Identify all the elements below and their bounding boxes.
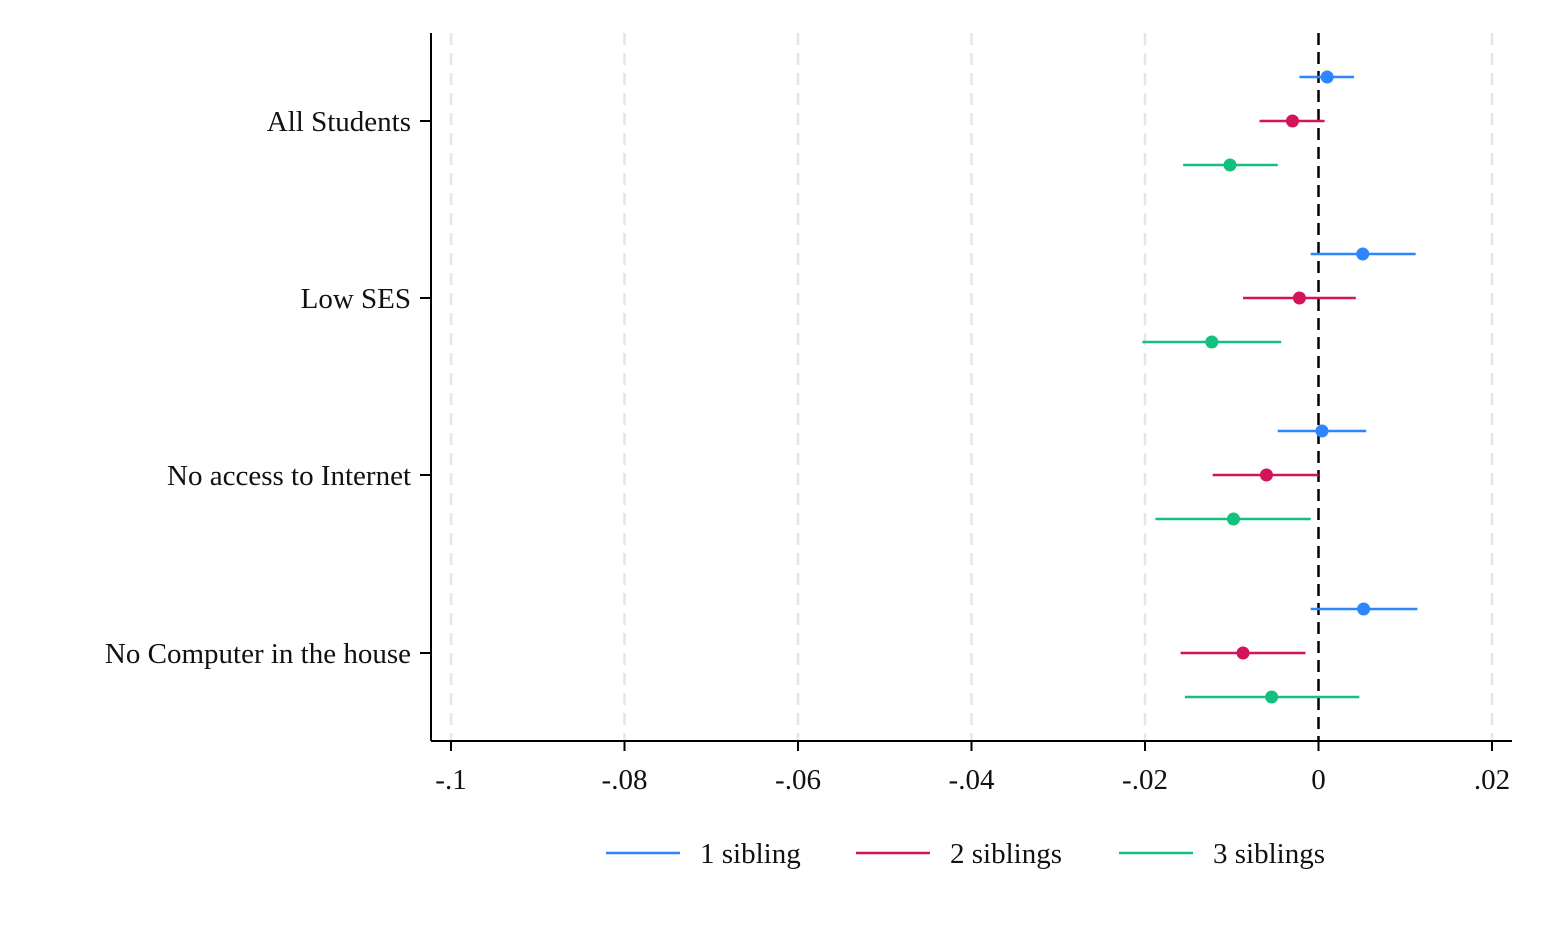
legend-label: 2 siblings <box>950 838 1062 870</box>
x-tick-label: -.02 <box>1122 764 1168 796</box>
x-tick-label: -.06 <box>775 764 821 796</box>
category-label: All Students <box>267 106 411 138</box>
x-tick-label: .02 <box>1474 764 1510 796</box>
point-estimate <box>1236 646 1250 660</box>
data-marks <box>1142 70 1418 704</box>
category-label: No access to Internet <box>167 460 411 492</box>
x-tick-label: -.08 <box>602 764 648 796</box>
point-estimate <box>1259 468 1273 482</box>
point-estimate <box>1223 158 1237 172</box>
point-estimate <box>1315 424 1329 438</box>
point-estimate <box>1292 291 1306 305</box>
point-estimate <box>1356 247 1370 261</box>
category-label: Low SES <box>301 283 411 315</box>
legend: 1 sibling 2 siblings 3 siblings <box>606 838 1325 870</box>
point-estimate <box>1357 602 1371 616</box>
legend-label: 1 sibling <box>700 838 801 870</box>
x-tick-label: -.04 <box>949 764 995 796</box>
axes: -.1 -.08 -.06 -.04 -.02 0 .02 All Students Low S… <box>105 33 1512 796</box>
x-tick-label: -.1 <box>435 764 466 796</box>
grid-lines <box>449 33 1494 741</box>
point-estimate <box>1265 690 1279 704</box>
point-estimate <box>1320 70 1334 84</box>
x-tick-label: 0 <box>1311 764 1326 796</box>
point-estimate <box>1205 335 1219 349</box>
category-label: No Computer in the house <box>105 638 411 670</box>
legend-label: 3 siblings <box>1213 838 1325 870</box>
point-estimate <box>1226 512 1240 526</box>
point-estimate <box>1285 114 1299 128</box>
